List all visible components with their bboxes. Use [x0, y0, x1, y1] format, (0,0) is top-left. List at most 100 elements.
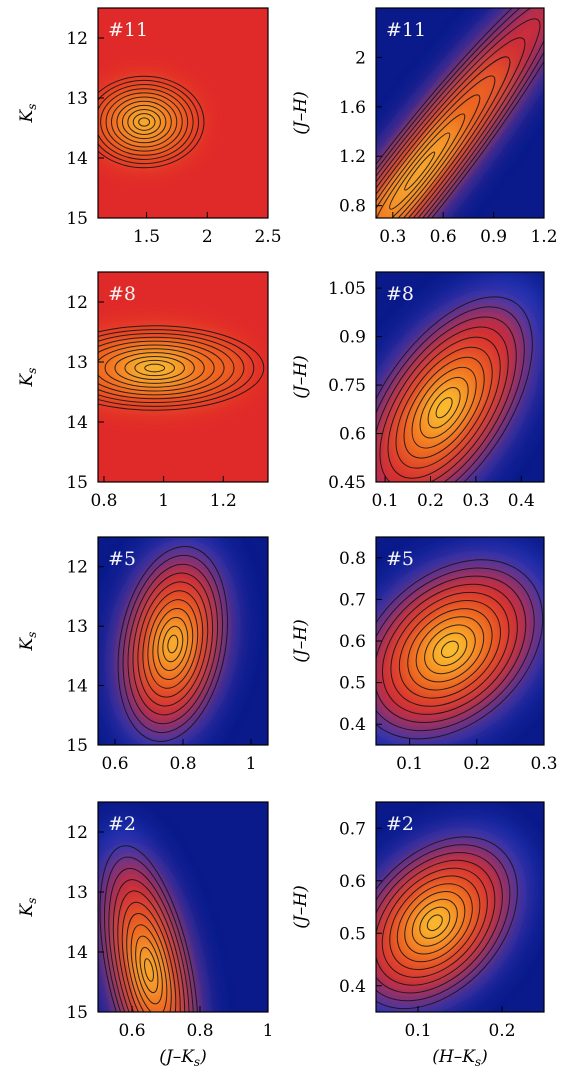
contour-line — [98, 325, 265, 411]
contour-line — [419, 906, 451, 939]
x-tick-label: 0.2 — [463, 754, 490, 774]
contour-line — [376, 296, 533, 482]
x-tick-label: 0.9 — [480, 227, 507, 247]
density-layer-peak — [137, 940, 161, 1000]
panel-5-ccd: #5 0.1 0.2 0.3 0.4 0.5 0.6 0.7 0.8 (J–H) — [291, 536, 558, 774]
contour-line — [376, 94, 481, 218]
x-tick-label: 1.2 — [530, 227, 557, 247]
contour-line — [376, 852, 503, 994]
x-tick-label: 0.3 — [462, 491, 489, 511]
y-tick-label: 0.6 — [339, 632, 366, 652]
contour-line — [98, 84, 194, 160]
panel-tag: #11 — [386, 19, 426, 41]
contour-line — [435, 397, 453, 419]
x-tick-label: 1 — [263, 1021, 274, 1041]
y-tick-label: 2 — [355, 48, 366, 68]
y-axis-label: Ks — [17, 368, 39, 388]
contour-line — [381, 867, 488, 978]
contour-line — [376, 113, 466, 218]
contour-line — [152, 608, 194, 680]
contour-line — [134, 359, 176, 377]
contour-line — [126, 913, 172, 1012]
contour-line — [395, 346, 493, 469]
contour-line — [376, 75, 496, 218]
contour-line — [407, 608, 493, 691]
y-axis-label: Ks — [17, 632, 39, 652]
contour-line — [162, 625, 184, 663]
y-tick-label: 14 — [66, 413, 88, 433]
y-tick-label: 0.4 — [339, 715, 366, 735]
contour-line — [376, 575, 527, 724]
contour-line — [376, 844, 511, 1002]
contour-line — [147, 599, 199, 689]
contour-line — [114, 352, 195, 384]
panel-tag: #2 — [386, 813, 414, 835]
density-layer-peak — [380, 121, 460, 218]
panel-frame — [97, 801, 269, 1013]
y-tick-label: 12 — [66, 293, 88, 313]
panel-2-ccd: #2 0.1 0.2 0.4 0.5 0.6 0.7 (J–H) (H–Ks) — [291, 801, 545, 1069]
panel-11-cmd: #11 1.5 2 2.5 12 13 14 15 Ks — [17, 7, 282, 247]
contour-line — [108, 867, 190, 1012]
contour-line — [419, 376, 469, 439]
y-tick-label: 1.2 — [339, 147, 366, 167]
contour-line — [117, 545, 229, 742]
contour-line — [98, 344, 215, 392]
contour-line — [144, 363, 166, 373]
y-tick-label: 0.5 — [339, 674, 366, 694]
panel-frame — [97, 7, 269, 219]
panel-tag: #8 — [386, 283, 414, 305]
y-tick-label: 1.6 — [339, 98, 366, 118]
y-axis-label: (J–H) — [291, 91, 311, 134]
contour-line — [376, 8, 544, 218]
contour-line — [105, 92, 183, 152]
contour-line — [390, 591, 510, 707]
contour-line — [104, 348, 205, 388]
panel-tag: #2 — [108, 813, 136, 835]
density-map — [376, 802, 544, 1012]
panel-tag: #8 — [108, 283, 136, 305]
contour-line — [376, 56, 511, 218]
contour-line — [389, 132, 451, 210]
x-tick-label: 2 — [202, 227, 213, 247]
panel-8-cmd: #8 0.8 1 1.2 12 13 14 15 Ks — [17, 271, 269, 511]
contour-line — [381, 583, 518, 715]
x-tick-label: 1 — [246, 754, 257, 774]
y-tick-label: 1.05 — [328, 279, 366, 299]
panel-tag: #5 — [386, 548, 414, 570]
density-map — [98, 8, 268, 218]
x-tick-label: 0.6 — [430, 227, 457, 247]
contour-line — [376, 306, 525, 482]
contour-line — [99, 845, 199, 1012]
x-tick-label: 1 — [158, 491, 169, 511]
x-tick-label: 0.2 — [488, 1021, 515, 1041]
contour-line — [379, 326, 509, 482]
contour-line — [127, 563, 219, 725]
density-map — [98, 537, 268, 745]
y-tick-label: 0.5 — [339, 924, 366, 944]
x-tick-label: 0.2 — [417, 491, 444, 511]
panel-11-ccd: #11 0.3 0.6 0.9 1.2 0.8 1.2 1.6 2 (J–H) — [291, 7, 558, 247]
y-tick-label: 13 — [66, 617, 88, 637]
panel-2-cmd: #2 0.6 0.8 1 12 13 14 15 Ks (J–Ks) — [17, 801, 274, 1069]
contour-line — [124, 355, 185, 381]
density-layer-peak — [427, 627, 473, 671]
contour-line — [121, 104, 167, 140]
contour-line — [116, 100, 172, 144]
y-tick-label: 14 — [66, 149, 88, 169]
contour-line — [144, 958, 154, 982]
contour-line — [132, 113, 156, 131]
density-layer-peak — [423, 381, 466, 435]
contour-line — [427, 387, 461, 429]
y-tick-label: 0.6 — [339, 872, 366, 892]
contour-line — [376, 559, 544, 740]
contour-line — [396, 883, 473, 963]
contour-line — [100, 88, 189, 156]
contour-line — [376, 567, 535, 732]
y-tick-label: 12 — [66, 558, 88, 578]
contour-line — [142, 590, 204, 698]
density-map — [376, 8, 544, 218]
contour-line — [138, 117, 151, 127]
contour-line — [376, 859, 496, 986]
contour-line — [411, 898, 458, 947]
